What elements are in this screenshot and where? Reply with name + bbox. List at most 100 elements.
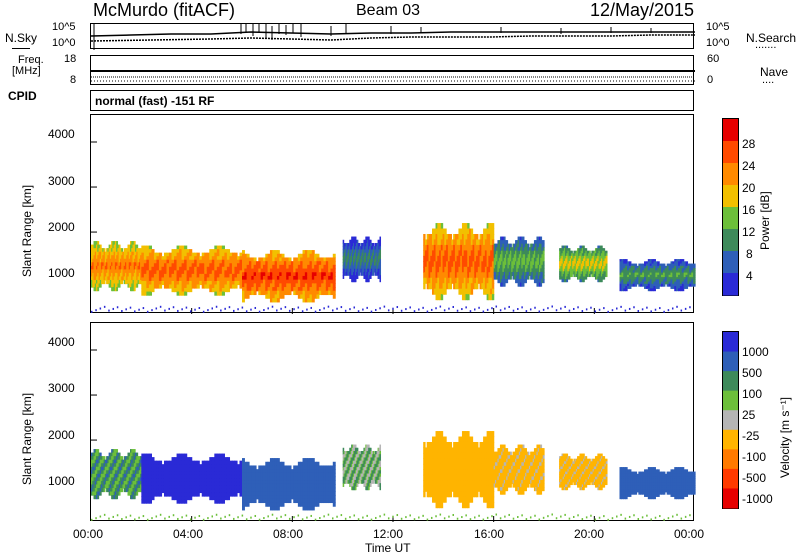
heat-cell — [121, 488, 123, 492]
scatter-dot — [310, 307, 312, 309]
scatter-dot — [379, 307, 381, 309]
heat-cell — [134, 449, 136, 453]
heat-cell — [104, 248, 106, 252]
velocity-ytick-3000: 3000 — [48, 382, 75, 394]
scatter-dot — [465, 306, 467, 308]
heat-cell — [254, 465, 257, 469]
scatter-dot — [186, 307, 188, 309]
heat-cell — [151, 249, 154, 253]
scatter-dot — [143, 307, 145, 309]
heat-cell — [492, 294, 494, 300]
heat-cell — [543, 261, 545, 265]
heat-cell — [289, 257, 292, 261]
heat-cell — [476, 234, 478, 240]
heat-cell — [333, 287, 336, 291]
scatter-dot — [250, 309, 252, 311]
heat-cell — [104, 456, 106, 460]
scatter-dot — [625, 310, 627, 312]
heat-cell — [121, 456, 123, 460]
power-ytick-3000: 3000 — [48, 175, 75, 187]
scatter-dot — [190, 310, 192, 312]
noise-right-tick-bottom: 10^0 — [706, 38, 730, 49]
scatter-dot — [237, 308, 239, 310]
power-panel — [90, 114, 694, 313]
scatter-dot — [392, 308, 394, 310]
heat-cell — [227, 496, 230, 500]
scatter-dot — [285, 306, 287, 308]
scatter-dot — [676, 306, 678, 308]
scatter-dot — [267, 307, 269, 309]
heat-cell — [184, 246, 187, 250]
heat-cell — [506, 240, 508, 244]
heat-cell — [471, 289, 473, 295]
scatter-dot — [95, 309, 97, 311]
heat-cell — [184, 454, 187, 458]
heat-cell — [116, 241, 118, 245]
scatter-dot — [323, 307, 325, 309]
heat-cell — [247, 254, 250, 258]
scatter-dot — [569, 310, 571, 312]
scatter-dot — [414, 310, 416, 312]
scatter-dot — [500, 309, 502, 311]
colorbar-band — [723, 229, 738, 252]
scatter-dot — [642, 308, 644, 310]
scatter-dot — [242, 307, 244, 309]
scatter-dot — [306, 309, 308, 311]
heat-cell — [312, 250, 315, 254]
scatter-dot — [181, 308, 183, 310]
scatter-dot — [207, 309, 209, 311]
heat-cell — [254, 499, 257, 503]
noise-search-trace — [91, 35, 695, 41]
heat-cell — [525, 279, 527, 283]
heat-cell — [189, 288, 192, 292]
heat-cell — [97, 241, 99, 245]
heat-cell — [333, 265, 336, 269]
scatter-dot — [336, 308, 338, 310]
colorbar-band — [723, 141, 738, 164]
heat-cell — [149, 500, 152, 504]
scatter-dot — [375, 309, 377, 311]
heat-cell — [151, 288, 154, 292]
heat-cell — [543, 275, 545, 279]
scatter-dot — [582, 310, 584, 312]
scatter-dot — [130, 307, 132, 309]
power-cb-tick-24: 24 — [742, 160, 755, 172]
heat-cell — [222, 500, 225, 504]
cpid-value: normal (fast) -151 RF — [95, 95, 214, 107]
heat-cell — [136, 492, 138, 496]
velocity-ytick-2000: 2000 — [48, 429, 75, 441]
scatter-dot — [121, 310, 123, 312]
heat-region-5 — [494, 237, 545, 287]
scatter-dot — [134, 310, 136, 312]
scatter-dot — [539, 310, 541, 312]
scatter-dot — [332, 309, 334, 311]
heat-cell — [227, 288, 230, 292]
heat-cell — [333, 254, 336, 258]
heat-cell — [222, 292, 225, 296]
scatter-dot — [341, 306, 343, 308]
heat-cell — [222, 454, 225, 458]
freq-right-tick-bottom: 0 — [707, 75, 713, 86]
colorbar-band — [723, 185, 738, 208]
heat-cell — [197, 461, 200, 465]
scatter-dot — [384, 306, 386, 308]
colorbar-band — [723, 251, 738, 274]
scatter-dot — [470, 310, 472, 312]
heat-cell — [151, 496, 154, 500]
scatter-dot — [655, 309, 657, 311]
power-cb-tick-16: 16 — [742, 204, 755, 216]
heat-cell — [97, 449, 99, 453]
scatter-dot — [487, 309, 489, 311]
scatter-dot — [422, 307, 424, 309]
heat-cell — [149, 292, 152, 296]
heat-cell — [450, 234, 452, 240]
scatter-dot — [229, 306, 231, 308]
scatter-dot — [650, 310, 652, 312]
scatter-dot — [138, 309, 140, 311]
velocity-panel — [90, 322, 694, 521]
scatter-dot — [526, 310, 528, 312]
heat-cell — [197, 253, 200, 257]
scatter-dot — [556, 309, 558, 311]
scatter-dot — [599, 309, 601, 311]
power-colorbar-label: Power [dB] — [758, 191, 772, 250]
